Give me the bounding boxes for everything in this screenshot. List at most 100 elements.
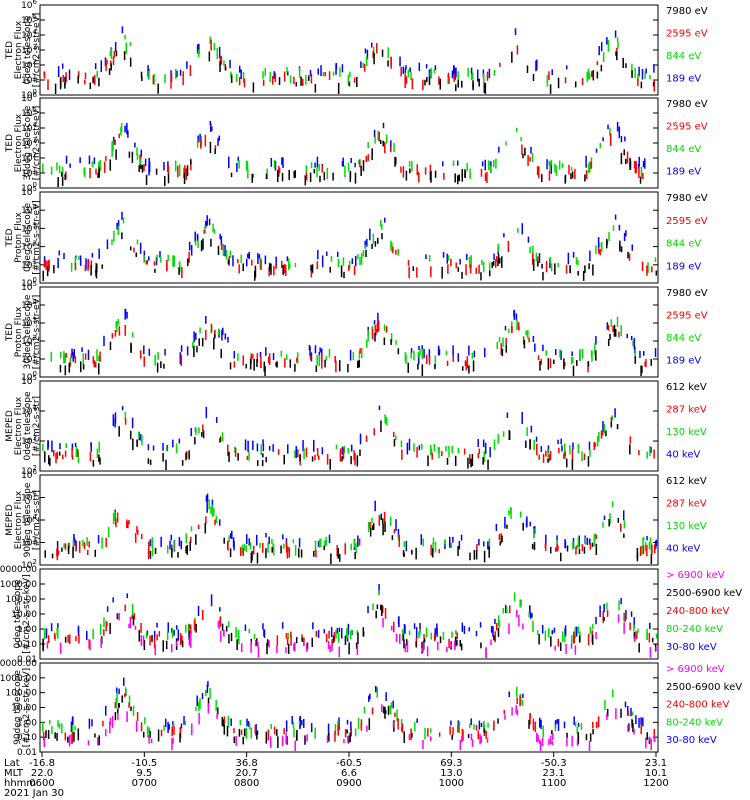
data-point bbox=[78, 255, 80, 261]
data-point bbox=[540, 358, 543, 365]
data-point bbox=[495, 256, 498, 262]
data-point bbox=[652, 82, 655, 87]
data-point bbox=[256, 460, 259, 466]
data-point bbox=[365, 155, 368, 163]
data-point bbox=[179, 69, 182, 76]
data-point bbox=[633, 617, 635, 629]
data-point bbox=[349, 349, 352, 361]
data-point bbox=[405, 540, 408, 552]
data-point bbox=[406, 442, 409, 455]
data-point bbox=[578, 635, 581, 643]
data-point bbox=[336, 545, 338, 557]
data-point bbox=[303, 448, 305, 460]
data-point bbox=[325, 356, 328, 361]
data-point bbox=[244, 439, 247, 451]
data-point bbox=[243, 78, 246, 88]
data-point bbox=[250, 641, 252, 653]
data-point bbox=[160, 729, 163, 737]
data-point bbox=[483, 728, 486, 734]
data-point bbox=[389, 146, 392, 153]
data-point bbox=[57, 257, 59, 269]
data-point bbox=[352, 351, 355, 361]
data-point bbox=[455, 262, 458, 269]
data-point bbox=[95, 269, 97, 277]
data-point bbox=[633, 728, 635, 735]
data-point bbox=[136, 153, 139, 160]
data-point bbox=[233, 361, 236, 368]
data-point bbox=[655, 646, 657, 651]
x-tick-lat: -10.5 bbox=[131, 758, 157, 769]
legend-entry: 2595 eV bbox=[666, 29, 708, 40]
data-point bbox=[260, 259, 262, 271]
data-point bbox=[258, 254, 261, 259]
data-point bbox=[247, 168, 249, 179]
data-point bbox=[548, 160, 550, 166]
data-point bbox=[427, 455, 429, 467]
data-point bbox=[425, 64, 428, 69]
data-point bbox=[165, 263, 168, 272]
data-point bbox=[368, 695, 370, 702]
data-point bbox=[503, 710, 505, 715]
data-point bbox=[480, 736, 483, 743]
series-trace bbox=[56, 511, 656, 561]
data-point bbox=[390, 240, 392, 251]
data-point bbox=[230, 718, 232, 726]
data-point bbox=[209, 141, 212, 154]
data-point bbox=[446, 253, 449, 264]
data-point bbox=[198, 338, 200, 346]
data-point bbox=[605, 430, 607, 437]
data-point bbox=[156, 622, 158, 628]
data-point bbox=[566, 737, 568, 747]
data-point bbox=[269, 71, 271, 83]
data-point bbox=[154, 354, 156, 366]
data-point bbox=[533, 526, 536, 534]
data-point bbox=[625, 609, 627, 620]
data-point bbox=[71, 447, 73, 458]
data-point bbox=[196, 695, 198, 707]
data-point bbox=[438, 448, 440, 459]
data-point bbox=[51, 553, 54, 559]
data-point bbox=[125, 687, 127, 695]
data-point bbox=[262, 439, 264, 445]
data-point bbox=[268, 640, 270, 648]
data-point bbox=[437, 446, 440, 453]
data-point bbox=[585, 155, 587, 168]
data-point bbox=[403, 639, 405, 649]
data-point bbox=[71, 455, 74, 460]
data-point bbox=[99, 159, 101, 171]
data-point bbox=[532, 258, 535, 271]
data-point bbox=[467, 457, 469, 469]
data-point bbox=[412, 266, 415, 271]
data-point bbox=[628, 253, 631, 261]
data-point bbox=[248, 251, 250, 260]
data-point bbox=[348, 642, 350, 655]
data-point bbox=[120, 123, 123, 133]
data-point bbox=[362, 249, 365, 257]
data-point bbox=[189, 636, 192, 648]
data-point bbox=[129, 42, 132, 47]
data-point bbox=[294, 544, 297, 556]
data-point bbox=[71, 732, 74, 744]
data-point bbox=[311, 637, 314, 647]
data-point bbox=[457, 725, 459, 733]
data-point bbox=[281, 173, 284, 182]
data-point bbox=[618, 331, 620, 338]
data-point bbox=[186, 258, 189, 267]
data-point bbox=[126, 311, 128, 319]
data-point bbox=[96, 70, 98, 78]
data-point bbox=[560, 350, 562, 360]
data-point bbox=[554, 547, 557, 552]
data-point bbox=[641, 365, 643, 373]
data-point bbox=[207, 681, 209, 687]
data-point bbox=[595, 245, 597, 255]
data-point bbox=[407, 362, 409, 373]
data-point bbox=[545, 260, 548, 273]
data-point bbox=[88, 639, 90, 649]
data-point bbox=[427, 728, 429, 737]
data-point bbox=[468, 627, 470, 632]
legend-entry: 7980 eV bbox=[666, 288, 708, 299]
data-point bbox=[124, 34, 126, 40]
data-point bbox=[642, 545, 645, 555]
data-point bbox=[295, 81, 298, 87]
data-point bbox=[97, 363, 100, 375]
